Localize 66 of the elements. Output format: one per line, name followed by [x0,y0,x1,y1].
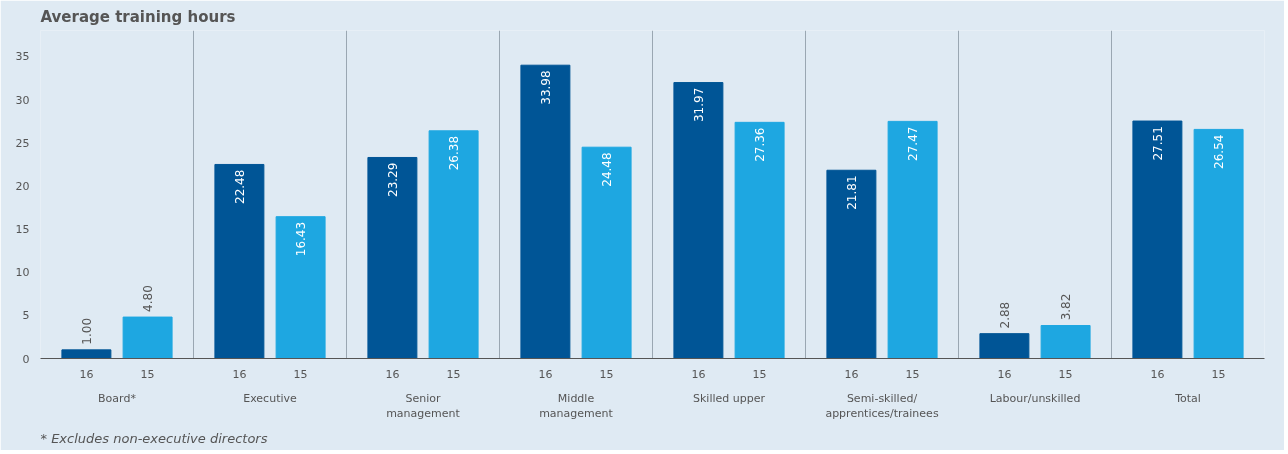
data-label: 3.82 [1059,293,1074,321]
y-tick-label: 35 [15,50,30,64]
bar [673,82,724,359]
x-tick-label: Executive [243,391,298,405]
data-label: 26.38 [447,135,462,171]
y-tick-label: 20 [15,179,30,193]
y-tick-label: 10 [15,266,30,280]
text: 15 [1058,367,1073,381]
text: 16 [538,367,553,381]
bar [826,169,877,359]
y-tick-label: 30 [15,93,30,107]
text: 15 [446,367,461,381]
series-label: 16 [79,367,94,381]
bar [1040,325,1091,359]
bar [275,216,326,359]
data-label: 16.43 [294,221,309,257]
x-tick-label: Total [1174,391,1201,405]
bar [520,64,571,359]
data-label: 26.54 [1212,134,1227,169]
bar [61,349,112,359]
x-tick-label: Middle management [539,391,614,421]
chart-title: Average training hours [40,7,236,26]
text: 16 [691,367,706,381]
text: * Excludes non-executive directors [40,430,268,446]
x-tick-label: Senior management [386,391,461,421]
data-label: 24.48 [600,152,615,187]
text: 16 [1150,367,1165,381]
data-label: 21.81 [844,175,859,210]
text: 16 [844,367,859,381]
y-tick-label: 5 [22,309,30,323]
x-tick-label: Skilled upper [693,391,766,405]
bar [122,316,173,359]
data-label: 31.97 [691,87,706,123]
text: 15 [752,367,767,381]
data-label: 23.29 [385,162,400,197]
data-label: 27.51 [1150,126,1165,161]
bar [1193,128,1244,359]
bar [734,121,785,359]
data-label: 33.98 [538,70,553,105]
bar [367,156,418,359]
data-label: 27.36 [753,127,768,162]
y-tick-label: 15 [15,223,30,237]
bar [979,333,1030,359]
y-tick-label: 0 [22,352,30,366]
text: 15 [905,367,920,381]
bar [581,146,632,359]
bar [428,130,479,359]
text: 16 [385,367,400,381]
text: 16 [997,367,1012,381]
text: 15 [1211,367,1226,381]
data-label: 4.80 [141,285,156,312]
series-label: 15 [140,367,155,381]
text: 16 [232,367,247,381]
text: 15 [599,367,614,381]
data-label: 27.47 [906,126,921,161]
x-tick-label: Board* [98,391,137,405]
data-label: 2.88 [997,301,1012,329]
text: 15 [293,367,308,381]
bar [1132,120,1183,359]
data-label: 1.00 [79,317,94,345]
bar [887,120,938,359]
x-tick-label: Semi-skilled/ apprentices/trainees [825,391,939,421]
data-label: 22.48 [232,169,247,204]
bar [214,163,265,359]
y-tick-label: 25 [15,136,30,150]
x-tick-label: Labour/unskilled [989,391,1081,405]
